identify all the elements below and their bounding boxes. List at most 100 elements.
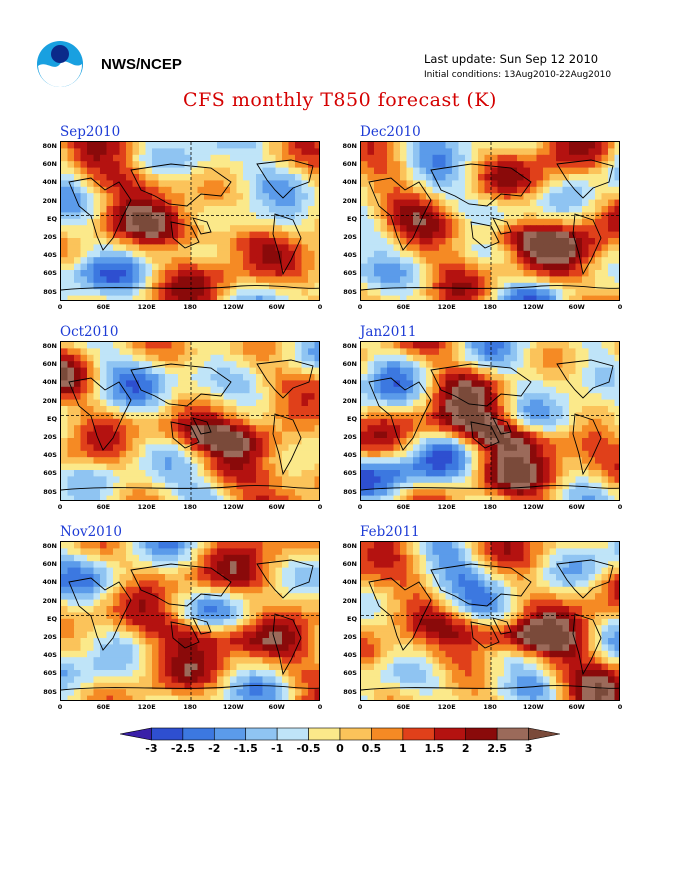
lat-label: 60S bbox=[43, 669, 57, 678]
lat-label: 60N bbox=[42, 360, 58, 369]
lon-label: 180 bbox=[483, 303, 497, 311]
lat-label: 80S bbox=[43, 287, 57, 296]
lon-label: 120W bbox=[222, 303, 244, 311]
colorbar-swatch bbox=[308, 727, 341, 741]
lat-label: 40S bbox=[43, 651, 57, 660]
panel-title: Oct2010 bbox=[60, 324, 119, 340]
colorbar-label: -2.5 bbox=[170, 742, 195, 755]
lon-label: 0 bbox=[357, 303, 363, 311]
colorbar-swatch bbox=[151, 727, 184, 741]
forecast-map bbox=[360, 541, 620, 701]
lon-label: 180 bbox=[483, 503, 497, 511]
lon-label: 60E bbox=[396, 503, 411, 511]
forecast-map bbox=[360, 341, 620, 501]
lon-label: 0 bbox=[617, 703, 623, 711]
lat-label: 20S bbox=[343, 633, 357, 641]
lat-label: 80S bbox=[343, 687, 357, 696]
lon-label: 60W bbox=[568, 303, 585, 311]
lat-label: 80S bbox=[43, 687, 57, 696]
lat-label: 80N bbox=[342, 142, 358, 150]
lon-label: 120E bbox=[437, 503, 456, 511]
lat-label: 80S bbox=[43, 487, 57, 496]
lat-label: 40S bbox=[343, 451, 357, 460]
lon-label: 60W bbox=[268, 303, 285, 311]
lon-label: 120E bbox=[437, 303, 456, 311]
lon-label: 120W bbox=[222, 503, 244, 511]
forecast-map bbox=[60, 141, 320, 301]
colorbar-swatch bbox=[120, 727, 152, 741]
lon-label: 180 bbox=[183, 303, 197, 311]
lat-label: 60N bbox=[342, 160, 358, 169]
lon-label: 0 bbox=[357, 703, 363, 711]
panel-title: Nov2010 bbox=[60, 524, 122, 540]
initial-conditions: Initial conditions: 13Aug2010-22Aug2010 bbox=[424, 70, 612, 80]
lat-label: 20N bbox=[342, 596, 358, 605]
lat-label: 20S bbox=[343, 433, 357, 441]
panel-title: Dec2010 bbox=[360, 124, 421, 140]
lon-label: 0 bbox=[317, 503, 323, 511]
lon-label: 0 bbox=[357, 503, 363, 511]
lat-label: 20N bbox=[42, 396, 58, 405]
lat-label: 20N bbox=[342, 396, 358, 405]
lat-label: 20N bbox=[42, 596, 58, 605]
lon-label: 180 bbox=[483, 703, 497, 711]
forecast-map bbox=[360, 141, 620, 301]
lat-label: EQ bbox=[47, 414, 57, 423]
lon-label: 120W bbox=[522, 703, 544, 711]
colorbar-label: -1 bbox=[271, 742, 284, 755]
lat-label: 40S bbox=[43, 251, 57, 260]
lat-label: 40N bbox=[342, 178, 358, 187]
lat-label: EQ bbox=[47, 214, 57, 223]
forecast-map bbox=[60, 341, 320, 501]
lon-label: 120E bbox=[137, 503, 156, 511]
colorbar-label: -3 bbox=[145, 742, 158, 755]
last-update: Last update: Sun Sep 12 2010 bbox=[424, 52, 599, 66]
lat-label: 60S bbox=[343, 269, 357, 278]
lon-label: 0 bbox=[617, 503, 623, 511]
lon-label: 180 bbox=[183, 503, 197, 511]
colorbar-label: 3 bbox=[524, 742, 533, 755]
lon-label: 60W bbox=[268, 503, 285, 511]
colorbar-label: 2.5 bbox=[487, 742, 507, 755]
colorbar-swatch bbox=[182, 727, 215, 741]
colorbar-swatch bbox=[402, 727, 435, 741]
org-name: NWS/NCEP bbox=[101, 56, 182, 73]
lat-label: 20S bbox=[343, 233, 357, 241]
lat-label: 20S bbox=[43, 633, 57, 641]
lat-label: EQ bbox=[347, 214, 357, 223]
colorbar-label: -1.5 bbox=[233, 742, 258, 755]
lon-label: 0 bbox=[57, 703, 63, 711]
colorbar-swatch bbox=[528, 727, 560, 741]
lon-label: 0 bbox=[57, 503, 63, 511]
lon-label: 0 bbox=[617, 303, 623, 311]
lon-label: 120E bbox=[437, 703, 456, 711]
lat-label: EQ bbox=[347, 414, 357, 423]
lat-label: 80N bbox=[42, 342, 58, 350]
lat-label: 40N bbox=[342, 578, 358, 587]
lon-label: 120W bbox=[522, 503, 544, 511]
page-title: CFS monthly T850 forecast (K) bbox=[183, 89, 497, 111]
colorbar-swatch bbox=[276, 727, 309, 741]
colorbar-label: 2 bbox=[461, 742, 470, 755]
lat-label: EQ bbox=[47, 614, 57, 623]
lat-label: 40S bbox=[343, 651, 357, 660]
lat-label: 40N bbox=[42, 378, 58, 387]
lat-label: 60N bbox=[342, 360, 358, 369]
panel-title: Jan2011 bbox=[360, 324, 417, 340]
panel-title: Feb2011 bbox=[360, 524, 420, 540]
lon-label: 60E bbox=[96, 703, 111, 711]
panel-title: Sep2010 bbox=[60, 124, 121, 140]
lon-label: 60E bbox=[396, 303, 411, 311]
colorbar-swatch bbox=[433, 727, 467, 741]
lat-label: 60N bbox=[42, 160, 58, 169]
lat-label: 60S bbox=[343, 669, 357, 678]
lat-label: EQ bbox=[347, 614, 357, 623]
lon-label: 120W bbox=[222, 703, 244, 711]
lat-label: 40S bbox=[343, 251, 357, 260]
lat-label: 60N bbox=[42, 560, 58, 569]
lon-label: 60E bbox=[96, 503, 111, 511]
lat-label: 60N bbox=[342, 560, 358, 569]
colorbar-label: 1.5 bbox=[424, 742, 445, 755]
lat-label: 80N bbox=[42, 142, 58, 150]
lon-label: 60W bbox=[568, 503, 585, 511]
